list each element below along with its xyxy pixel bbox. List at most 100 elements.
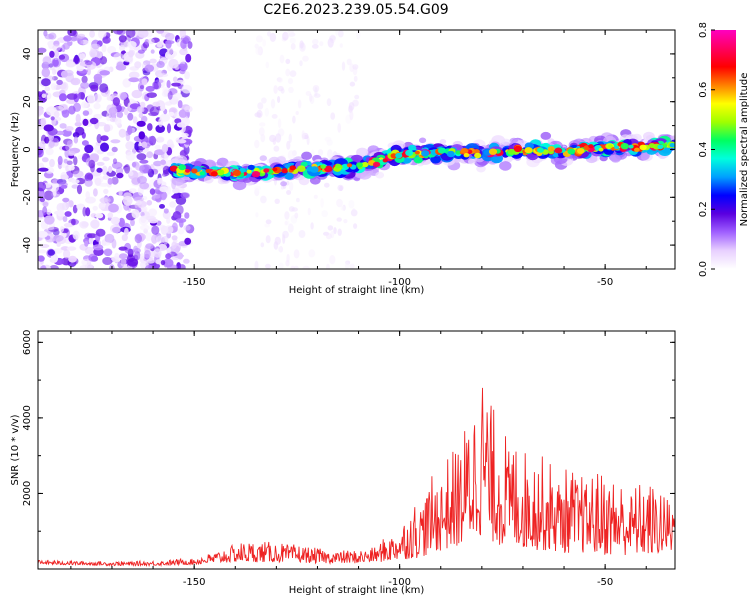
heatmap-cell [302,265,310,269]
heatmap-cell [254,139,260,149]
heatmap-cell [89,30,95,38]
heatmap-cell [203,175,214,184]
heatmap-cell [259,122,266,127]
heatmap-cell [58,103,69,111]
heatmap-cell [317,149,324,156]
heatmap-cell [286,253,290,263]
heatmap-cell [634,147,640,152]
heatmap-cell [232,169,241,177]
heatmap-cell [181,132,189,138]
heatmap-cell [101,241,111,246]
heatmap-cell [76,184,83,195]
heatmap-cell [160,103,166,112]
heatmap-cell [327,149,333,159]
heatmap-cell [181,84,192,94]
heatmap-cell [287,78,294,85]
heatmap-cell [382,158,388,163]
heatmap-cell [185,53,192,63]
heatmap-cell [85,207,91,217]
heatmap-cell [76,65,84,72]
heatmap-cell [280,181,287,187]
heatmap-cell [163,208,169,214]
heatmap-cell [107,46,117,54]
heatmap-cell [68,165,75,171]
heatmap-cell [139,224,150,231]
heatmap-cell [610,155,621,163]
heatmap-cell [171,241,177,249]
heatmap-cell [147,38,155,45]
heatmap-cell [122,195,133,206]
heatmap-cell [337,123,342,133]
heatmap-cell [141,196,148,201]
heatmap-cell [93,93,102,103]
heatmap-cell [118,217,125,228]
heatmap-cell [180,192,190,199]
heatmap-cell [104,233,115,244]
heatmap-cell [292,115,296,124]
heatmap-cell [193,160,202,168]
heatmap-cell [349,263,355,269]
heatmap-cell [75,126,85,136]
heatmap-cell [239,167,246,173]
heatmap-cell [123,108,129,116]
heatmap-cell [171,235,178,241]
heatmap-cell [335,163,342,169]
heatmap-cell [349,81,356,87]
heatmap-cell [295,111,299,115]
heatmap-cell [82,118,89,126]
heatmap-cell [81,75,88,84]
heatmap-cell [419,137,427,144]
heatmap-cell [38,249,47,254]
y-tick-label: 6000 [22,330,33,355]
heatmap-cell [145,243,154,250]
heatmap-cell [336,198,343,208]
heatmap-cell [277,77,283,83]
heatmap-cell [147,136,154,144]
heatmap-cell [146,257,156,264]
heatmap-cell [112,226,121,234]
heatmap-cell [439,139,447,145]
heatmap-cell [38,167,49,172]
heatmap-cell [151,225,160,235]
heatmap-cell [289,70,297,77]
heatmap-cell [137,49,145,54]
heatmap-cell [57,209,65,217]
heatmap-cell [287,150,295,160]
heatmap-cell [49,50,55,58]
heatmap-cell [152,101,160,108]
heatmap-cell [42,206,48,216]
heatmap-cell [127,125,133,135]
heatmap-cells [38,30,675,269]
heatmap-cell [141,78,148,86]
heatmap-cell [298,230,306,238]
heatmap-cell [59,225,65,233]
heatmap-cell [260,242,265,248]
heatmap-cell [274,236,281,245]
heatmap-cell [310,222,314,230]
heatmap-cell [175,204,184,215]
heatmap-cell [172,187,180,194]
heatmap-cell [284,172,294,180]
colorbar-tick-label: 0.6 [698,82,709,98]
heatmap-cell [120,257,127,267]
heatmap-cell [79,39,84,45]
heatmap-cell [131,209,140,219]
heatmap-cell [336,217,342,222]
heatmap-cell [40,264,47,269]
heatmap-cell [100,142,109,152]
heatmap-cell [447,150,455,157]
heatmap-cell [157,73,169,78]
heatmap-cell [169,165,178,172]
x-axis-label: Height of straight line (km) [289,285,425,296]
heatmap-cell [166,47,174,55]
heatmap-cell [140,253,145,261]
heatmap-cell [540,131,552,140]
heatmap-cell [88,253,98,262]
heatmap-cell [100,196,111,204]
heatmap-cell [39,197,46,203]
heatmap-cell [38,106,44,116]
heatmap-cell [61,246,69,251]
heatmap-cell [254,112,262,118]
figure-title: C2E6.2023.239.05.54.G09 [263,2,449,18]
heatmap-cell [361,161,369,168]
